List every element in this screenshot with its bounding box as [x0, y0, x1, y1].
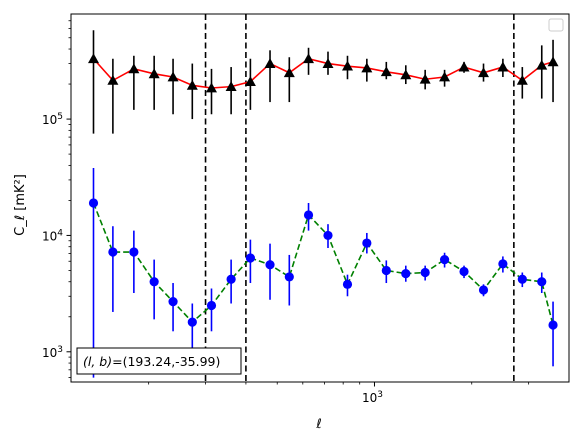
- marker-1-5: [167, 71, 179, 82]
- marker-1-22: [497, 61, 509, 72]
- marker-1-3: [128, 63, 140, 74]
- marker-1-19: [439, 71, 451, 82]
- marker-2-11: [284, 272, 294, 282]
- marker-1-20: [458, 61, 470, 72]
- marker-1-1: [87, 53, 99, 64]
- marker-1-25: [547, 56, 559, 67]
- plot-frame: [70, 13, 570, 383]
- y-axis-label: C_ℓ [mK²]: [13, 174, 28, 236]
- marker-1-17: [400, 69, 412, 80]
- marker-2-15: [362, 238, 372, 248]
- series-1: [87, 30, 559, 134]
- y-tick-label-3: 105: [42, 112, 63, 127]
- marker-2-17: [401, 268, 411, 279]
- marker-2-19: [439, 254, 450, 265]
- marker-1-24: [536, 59, 548, 70]
- y-tick-label-1: 103: [42, 345, 63, 360]
- marker-2-5: [168, 296, 178, 307]
- marker-2-24: [537, 277, 547, 287]
- x-tick-label-1: 103: [362, 390, 383, 405]
- marker-1-10: [264, 58, 276, 68]
- marker-1-14: [341, 60, 353, 71]
- marker-1-4: [148, 68, 160, 79]
- series-2: [88, 167, 558, 378]
- marker-1-9: [244, 76, 256, 86]
- marker-1-8: [225, 81, 237, 92]
- marker-1-21: [478, 67, 490, 78]
- annotation-box: (l, b)=(193.24,-35.99): [76, 347, 242, 375]
- marker-1-2: [107, 74, 119, 85]
- marker-2-9: [245, 253, 255, 263]
- marker-1-15: [361, 62, 373, 73]
- marker-2-7: [206, 300, 217, 311]
- annotation-text: (l, b)=(193.24,-35.99): [83, 354, 220, 369]
- marker-2-22: [498, 259, 508, 269]
- series-layer: [87, 30, 559, 378]
- marker-1-13: [322, 58, 334, 68]
- marker-1-11: [283, 67, 295, 78]
- marker-1-12: [303, 53, 315, 64]
- marker-2-21: [478, 285, 489, 295]
- marker-1-7: [205, 82, 217, 93]
- marker-1-16: [380, 66, 392, 77]
- marker-2-20: [459, 266, 469, 277]
- legend-box: [548, 18, 564, 32]
- marker-2-25: [548, 320, 558, 330]
- marker-1-18: [419, 73, 431, 84]
- marker-2-16: [381, 265, 391, 276]
- y-tick-label-2: 104: [42, 228, 63, 243]
- annotation-prefix: (l, b)=: [83, 354, 123, 369]
- marker-2-13: [323, 230, 333, 241]
- marker-2-23: [517, 274, 527, 284]
- marker-2-1: [88, 198, 99, 208]
- marker-1-23: [516, 74, 528, 85]
- marker-2-2: [108, 247, 118, 257]
- marker-1-6: [186, 79, 198, 90]
- marker-2-12: [303, 210, 314, 220]
- marker-2-14: [342, 279, 353, 289]
- axis-ticks: 103 103 104 105: [42, 20, 530, 405]
- marker-2-8: [226, 274, 236, 284]
- x-axis-label: ℓ: [315, 417, 321, 432]
- marker-2-10: [265, 260, 275, 270]
- annotation-value: (193.24,-35.99): [123, 354, 221, 369]
- marker-2-18: [420, 267, 430, 278]
- marker-2-3: [129, 247, 139, 257]
- marker-2-4: [149, 277, 159, 287]
- marker-2-6: [187, 317, 197, 327]
